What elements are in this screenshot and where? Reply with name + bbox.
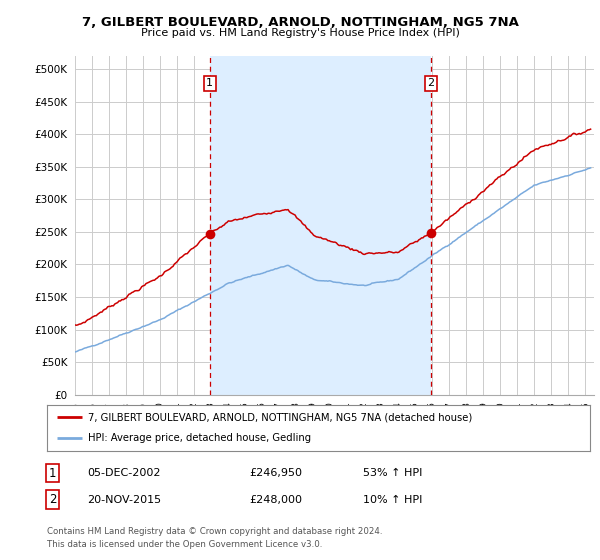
Text: Price paid vs. HM Land Registry's House Price Index (HPI): Price paid vs. HM Land Registry's House … [140, 28, 460, 38]
Text: This data is licensed under the Open Government Licence v3.0.: This data is licensed under the Open Gov… [47, 540, 322, 549]
Text: 7, GILBERT BOULEVARD, ARNOLD, NOTTINGHAM, NG5 7NA: 7, GILBERT BOULEVARD, ARNOLD, NOTTINGHAM… [82, 16, 518, 29]
Text: 20-NOV-2015: 20-NOV-2015 [87, 494, 161, 505]
Bar [210, 56, 431, 395]
Text: £248,000: £248,000 [249, 494, 302, 505]
Text: 2: 2 [427, 78, 434, 88]
Text: 2: 2 [49, 493, 56, 506]
Text: Contains HM Land Registry data © Crown copyright and database right 2024.: Contains HM Land Registry data © Crown c… [47, 528, 382, 536]
Text: 53% ↑ HPI: 53% ↑ HPI [363, 468, 422, 478]
Text: 05-DEC-2002: 05-DEC-2002 [87, 468, 161, 478]
Text: 10% ↑ HPI: 10% ↑ HPI [363, 494, 422, 505]
Text: £246,950: £246,950 [249, 468, 302, 478]
Text: HPI: Average price, detached house, Gedling: HPI: Average price, detached house, Gedl… [88, 433, 311, 444]
Text: 7, GILBERT BOULEVARD, ARNOLD, NOTTINGHAM, NG5 7NA (detached house): 7, GILBERT BOULEVARD, ARNOLD, NOTTINGHAM… [88, 412, 472, 422]
Text: 1: 1 [206, 78, 213, 88]
Text: 1: 1 [49, 466, 56, 480]
